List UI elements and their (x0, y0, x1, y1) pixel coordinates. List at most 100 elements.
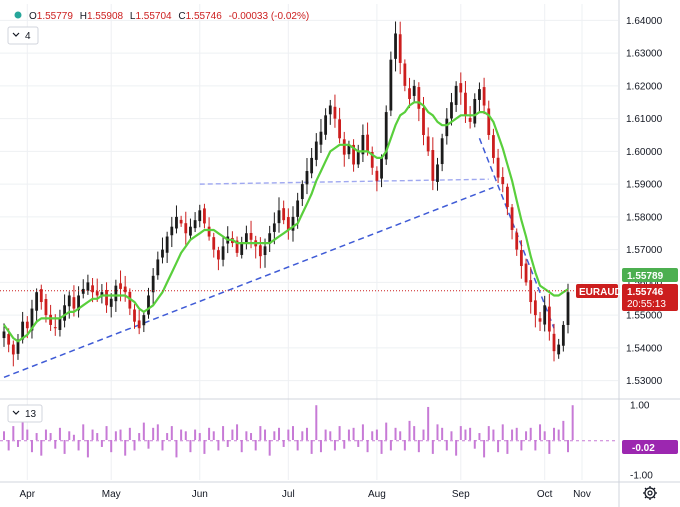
candle (128, 288, 132, 316)
candle (105, 282, 108, 313)
osc-bar (12, 426, 15, 440)
osc-bar (268, 440, 271, 456)
osc-bar (380, 440, 383, 454)
osc-bar (506, 440, 509, 454)
osc-bar (310, 440, 313, 454)
candle (268, 225, 272, 252)
osc-bar (217, 440, 220, 451)
candle (35, 288, 39, 324)
candle-body (501, 177, 505, 185)
candle (175, 205, 178, 234)
change-value: -0.00033 (-0.02%) (229, 11, 310, 22)
candle-body (58, 318, 62, 330)
osc-legend[interactable]: 13 (7, 404, 43, 423)
osc-bar (431, 440, 434, 454)
candle (338, 107, 342, 144)
osc-bar (68, 431, 71, 440)
price-tick-label: 1.57000 (626, 245, 663, 256)
osc-bar (450, 431, 453, 440)
ma-line (3, 101, 569, 343)
osc-bar (515, 427, 518, 440)
osc-bar (133, 440, 136, 451)
osc-bar (343, 440, 346, 449)
osc-bar (189, 440, 192, 453)
candle-body (151, 275, 155, 293)
candle (198, 204, 202, 228)
candle-body (492, 135, 495, 158)
market-status-dot (14, 11, 22, 19)
candle (375, 166, 379, 192)
candle (221, 235, 225, 267)
candle (380, 154, 383, 188)
candle-body (105, 289, 108, 306)
osc-legend-box[interactable] (7, 404, 43, 423)
candle-body (338, 119, 342, 139)
candle-body (347, 144, 351, 155)
osc-tick-label: 1.00 (630, 401, 650, 412)
price-tick-label: 1.53000 (626, 376, 663, 387)
candle (137, 309, 141, 335)
candle-body (11, 344, 15, 355)
osc-bar (142, 422, 145, 440)
candle-body (417, 87, 421, 109)
candle-body (7, 334, 11, 345)
candle-body (277, 210, 281, 224)
candle-body (296, 200, 300, 217)
osc-bar (58, 427, 61, 440)
osc-bar (147, 440, 150, 449)
candle (305, 158, 309, 195)
candle (324, 108, 328, 140)
candle (384, 105, 388, 165)
osc-bar (478, 433, 481, 440)
osc-bar (548, 440, 551, 454)
oscillator-axis: 1.00 -1.00 (630, 401, 653, 482)
candle (170, 216, 174, 248)
candle-body (314, 141, 318, 160)
chevron-down-icon[interactable] (12, 410, 20, 415)
high-label: H (80, 11, 87, 22)
candle (533, 291, 537, 328)
candle-body (543, 305, 547, 325)
candle-body (175, 216, 178, 229)
ma-legend-box[interactable] (7, 26, 39, 45)
osc-bar (324, 429, 327, 440)
symbol-tag-bg (576, 284, 618, 298)
osc-bar (296, 440, 299, 451)
gear-icon[interactable] (643, 486, 657, 500)
candle-body (179, 219, 183, 224)
osc-bar (329, 431, 332, 440)
candle-body (515, 232, 519, 250)
candle (524, 258, 528, 286)
candle (147, 287, 150, 319)
osc-bar (278, 427, 281, 440)
candle-body (319, 131, 323, 145)
osc-bar (175, 440, 178, 458)
candle-body (361, 135, 365, 155)
price-tick-label: 1.61000 (626, 114, 663, 125)
candle (165, 231, 169, 263)
candle (557, 338, 561, 359)
candle-body (324, 115, 328, 135)
candle-body (487, 108, 491, 135)
candle-body (128, 291, 132, 309)
candle-body (235, 240, 239, 253)
candle (454, 81, 458, 112)
osc-value-tag: -0.02 (622, 440, 678, 454)
candle-body (482, 87, 486, 106)
osc-bar (361, 424, 364, 440)
osc-bar (273, 431, 276, 440)
last-price-tag-bg (622, 284, 678, 311)
candle-body (566, 292, 570, 325)
candle-body (422, 108, 425, 135)
ma-legend[interactable]: 4 (7, 26, 39, 45)
candle (2, 323, 6, 347)
chevron-down-icon[interactable] (12, 32, 20, 37)
candle-body (510, 207, 514, 230)
candle-body (95, 291, 99, 296)
price-tick-label: 1.60000 (626, 147, 663, 158)
svg-text:O1.55779 H1.55908: O1.55779 H1.55908 L1.55704 C1.55746 -0.0… (29, 11, 309, 22)
candle-body (282, 208, 286, 221)
candle-body (114, 285, 118, 302)
last-price-value: 1.55746 (627, 287, 664, 298)
candle (11, 340, 15, 367)
